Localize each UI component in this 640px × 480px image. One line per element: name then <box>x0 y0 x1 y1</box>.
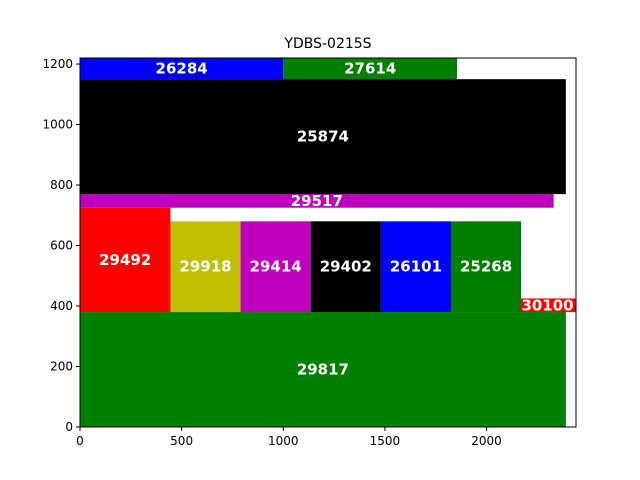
x-tick-label: 1000 <box>268 434 299 448</box>
piece-rect-26284 <box>80 58 284 80</box>
piece-label-26284: 26284 <box>156 60 208 78</box>
piece-label-27614: 27614 <box>344 60 396 78</box>
y-tick-label: 400 <box>50 299 73 313</box>
piece-rect-25268 <box>450 221 522 313</box>
y-tick-label: 1200 <box>42 57 73 71</box>
rect-labels: 29817 30100 29492 29918 29414 29402 26101 25268… <box>99 60 573 379</box>
y-tick-label: 0 <box>65 420 73 434</box>
plot-frame <box>79 57 577 428</box>
y-tick-label: 600 <box>50 239 73 253</box>
piece-label-25268: 25268 <box>460 258 512 276</box>
piece-rect-25874 <box>80 79 566 195</box>
piece-label-29402: 29402 <box>320 258 372 276</box>
y-tick-label: 800 <box>50 178 73 192</box>
y-tick-label: 200 <box>50 360 73 374</box>
piece-label-26101: 26101 <box>390 258 442 276</box>
y-tick-label: 1000 <box>42 118 73 132</box>
piece-rect-29517 <box>80 194 554 208</box>
piece-label-29517: 29517 <box>291 192 343 210</box>
piece-label-29492: 29492 <box>99 251 151 269</box>
piece-rect-29817 <box>80 312 566 427</box>
piece-label-30100: 30100 <box>521 296 573 314</box>
piece-label-29817: 29817 <box>297 361 349 379</box>
piece-rect-29402 <box>310 221 381 313</box>
x-tick-label: 0 <box>76 434 84 448</box>
piece-rect-27614 <box>283 58 458 80</box>
chart-title: YDBS-0215S <box>283 36 371 52</box>
piece-label-29918: 29918 <box>179 258 231 276</box>
plot-area <box>80 58 576 427</box>
piece-rect-30100 <box>519 298 576 313</box>
piece-rect-29492 <box>80 207 171 313</box>
piece-label-25874: 25874 <box>297 128 349 146</box>
y-axis: 0 200 400 600 800 1000 1200 <box>42 57 80 434</box>
piece-label-29414: 29414 <box>250 258 302 276</box>
x-axis: 0 500 1000 1500 2000 <box>76 427 502 448</box>
x-tick-label: 2000 <box>471 434 502 448</box>
piece-rect-26101 <box>380 221 451 313</box>
x-tick-label: 500 <box>170 434 193 448</box>
x-tick-label: 1500 <box>370 434 401 448</box>
piece-rect-29414 <box>240 221 311 313</box>
piece-rect-29918 <box>170 221 241 313</box>
